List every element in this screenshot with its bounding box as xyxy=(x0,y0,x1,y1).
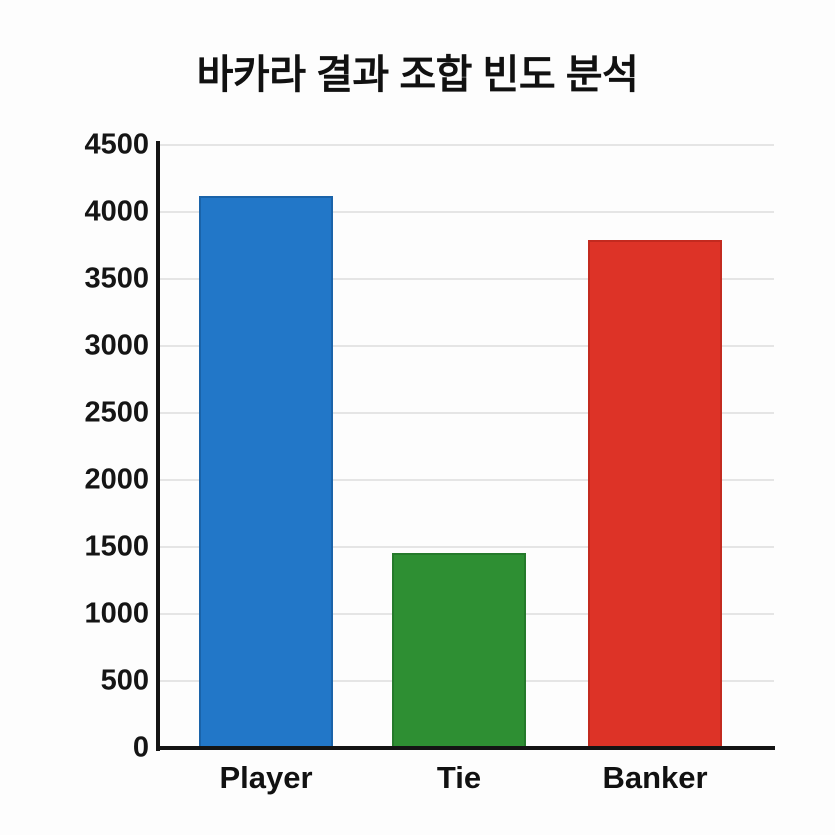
y-tick-label: 3000 xyxy=(84,329,149,362)
gridline xyxy=(159,278,774,280)
gridline xyxy=(159,412,774,414)
x-label-banker: Banker xyxy=(602,760,708,795)
y-tick-label: 4000 xyxy=(84,195,149,228)
x-label-player: Player xyxy=(219,760,313,795)
gridline xyxy=(159,211,774,213)
x-axis-line xyxy=(156,746,775,750)
plot-area: 0 500 1000 1500 2000 2500 3000 3500 4000 4500 Pla… xyxy=(84,130,775,795)
y-tick-label: 4500 xyxy=(84,128,149,161)
gridline xyxy=(159,144,774,146)
y-tick-label: 2000 xyxy=(84,463,149,496)
bar-player xyxy=(199,196,333,748)
bar-tie xyxy=(392,553,526,748)
y-tick-label: 1000 xyxy=(84,597,149,630)
x-label-tie: Tie xyxy=(436,760,482,795)
y-tick-label: 1500 xyxy=(84,530,149,563)
chart-title: 바카라 결과 조합 빈도 분석 xyxy=(196,53,639,97)
gridline xyxy=(159,546,774,548)
y-tick-label: 2500 xyxy=(84,396,149,429)
gridline xyxy=(159,345,774,347)
y-tick-label: 500 xyxy=(100,664,149,697)
bar-banker xyxy=(588,240,722,748)
y-axis-line xyxy=(156,141,160,751)
y-tick-label: 0 xyxy=(132,731,149,764)
y-tick-label: 3500 xyxy=(84,262,149,295)
gridline xyxy=(159,479,774,481)
